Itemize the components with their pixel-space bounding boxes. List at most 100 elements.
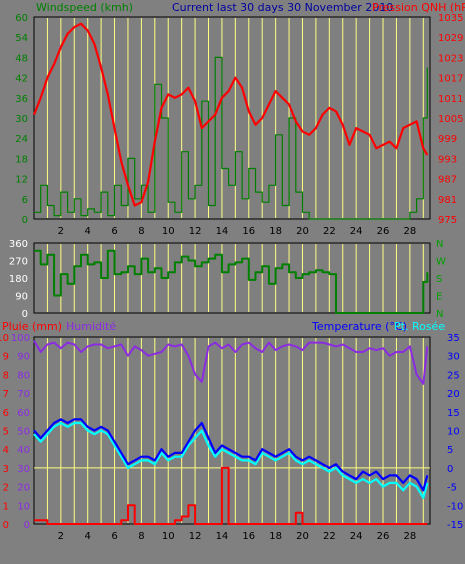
temperature-tick-label: 5 (447, 445, 453, 456)
temperature-series (33, 418, 429, 492)
rain-tick-label: 1 (3, 501, 9, 512)
temperature-tick-label: -5 (447, 483, 457, 494)
x-tick-label: 6 (111, 531, 117, 542)
rain-tick-label: 10 (0, 333, 9, 344)
rain-tick-label: 2 (3, 483, 9, 494)
x-tick-label: 4 (85, 531, 91, 542)
rain-tick-label: 6 (3, 408, 9, 419)
plot-area-2 (33, 242, 431, 314)
x-tick-label: 16 (242, 226, 255, 237)
wind-tick-label: 12 (15, 175, 28, 186)
pressure-tick-label: 987 (438, 175, 457, 186)
wind-axis-title: Windspeed (kmh) (36, 1, 133, 14)
rain-tick-label: 4 (3, 445, 9, 456)
pressure-axis-title: Pression QNH (hPa (372, 1, 465, 14)
wind-direction-series (34, 249, 429, 314)
temperature-tick-label: 25 (447, 370, 460, 381)
pressure-tick-label: 993 (438, 154, 457, 165)
x-tick-label: 24 (350, 226, 363, 237)
wind-tick-label: 6 (22, 195, 28, 206)
pressure-tick-label: 975 (438, 215, 457, 226)
rain-axis-title: Pluie (mm) (2, 320, 62, 333)
direction-tick-label: 180 (9, 274, 28, 285)
rain-tick-label: 3 (3, 464, 9, 475)
x-tick-label: 12 (189, 531, 202, 542)
dewpoint-axis-title: Pt. Rosée (394, 320, 445, 333)
pressure-tick-label: 1005 (438, 114, 463, 125)
x-tick-label: 18 (269, 531, 282, 542)
chart-marks: 6054484236302418126010351029102310171011… (0, 13, 463, 542)
rain-tick-label: 5 (3, 427, 9, 438)
wind-tick-label: 48 (15, 53, 28, 64)
x-tick-label: 26 (377, 226, 390, 237)
x-tick-label: 8 (138, 226, 144, 237)
humidity-tick-label: 30 (17, 464, 30, 475)
x-tick-label: 14 (216, 226, 229, 237)
compass-tick-label: N (436, 239, 443, 250)
direction-tick-label: 270 (9, 257, 28, 268)
wind-tick-label: 30 (15, 114, 28, 125)
x-tick-label: 2 (58, 226, 64, 237)
x-tick-label: 20 (296, 226, 309, 237)
humidity-tick-label: 100 (11, 333, 30, 344)
wind-tick-label: 24 (15, 134, 28, 145)
x-tick-label: 10 (162, 531, 175, 542)
humidity-tick-label: 50 (17, 427, 30, 438)
x-tick-label: 10 (162, 226, 175, 237)
pressure-tick-label: 981 (438, 195, 457, 206)
temperature-tick-label: 35 (447, 333, 460, 344)
temperature-tick-label: 10 (447, 427, 460, 438)
pressure-tick-label: 1023 (438, 53, 463, 64)
x-tick-label: 8 (138, 531, 144, 542)
rain-tick-label: 0 (3, 520, 9, 531)
wind-tick-label: 60 (15, 13, 28, 24)
x-tick-label: 22 (323, 226, 336, 237)
rain-tick-label: 7 (3, 389, 9, 400)
humidity-tick-label: 70 (17, 389, 30, 400)
temperature-tick-label: 0 (447, 464, 453, 475)
x-tick-label: 6 (111, 226, 117, 237)
pressure-tick-label: 999 (438, 134, 457, 145)
wind-tick-label: 0 (22, 215, 28, 226)
pressure-tick-label: 1035 (438, 13, 463, 24)
wind-tick-label: 36 (15, 94, 28, 105)
humidity-tick-label: 40 (17, 445, 30, 456)
wind-tick-label: 18 (15, 154, 28, 165)
rain-series (34, 466, 428, 525)
direction-tick-label: 90 (15, 292, 28, 303)
x-tick-label: 12 (189, 226, 202, 237)
temperature-tick-label: 15 (447, 408, 460, 419)
x-tick-label: 26 (377, 531, 390, 542)
x-tick-label: 24 (350, 531, 363, 542)
x-tick-label: 4 (85, 226, 91, 237)
humidity-tick-label: 60 (17, 408, 30, 419)
wind-tick-label: 42 (15, 74, 28, 85)
humidity-tick-label: 10 (17, 501, 30, 512)
x-tick-label: 16 (242, 531, 255, 542)
wind-tick-label: 54 (15, 33, 28, 44)
compass-tick-label: E (436, 292, 442, 303)
x-tick-label: 28 (403, 226, 416, 237)
pressure-tick-label: 1017 (438, 74, 463, 85)
compass-tick-label: S (436, 274, 442, 285)
compass-tick-label: W (436, 257, 446, 268)
plot-area-1 (33, 16, 431, 220)
dewpoint-series (33, 421, 429, 499)
humidity-tick-label: 0 (24, 520, 30, 531)
rain-tick-label: 8 (3, 370, 9, 381)
temperature-tick-label: -10 (447, 501, 463, 512)
humidity-tick-label: 90 (17, 352, 30, 363)
temperature-axis-title: Temperature (°C) (311, 320, 407, 333)
pressure-tick-label: 1011 (438, 94, 463, 105)
direction-tick-label: 0 (22, 309, 28, 320)
windspeed-series (34, 56, 428, 220)
compass-tick-label: N (436, 309, 443, 320)
chart-title: Current last 30 days 30 November 2010 (172, 1, 393, 14)
temperature-tick-label: 30 (447, 352, 460, 363)
x-tick-label: 20 (296, 531, 309, 542)
x-tick-label: 14 (216, 531, 229, 542)
x-tick-label: 22 (323, 531, 336, 542)
humidity-tick-label: 80 (17, 370, 30, 381)
direction-tick-label: 360 (9, 239, 28, 250)
